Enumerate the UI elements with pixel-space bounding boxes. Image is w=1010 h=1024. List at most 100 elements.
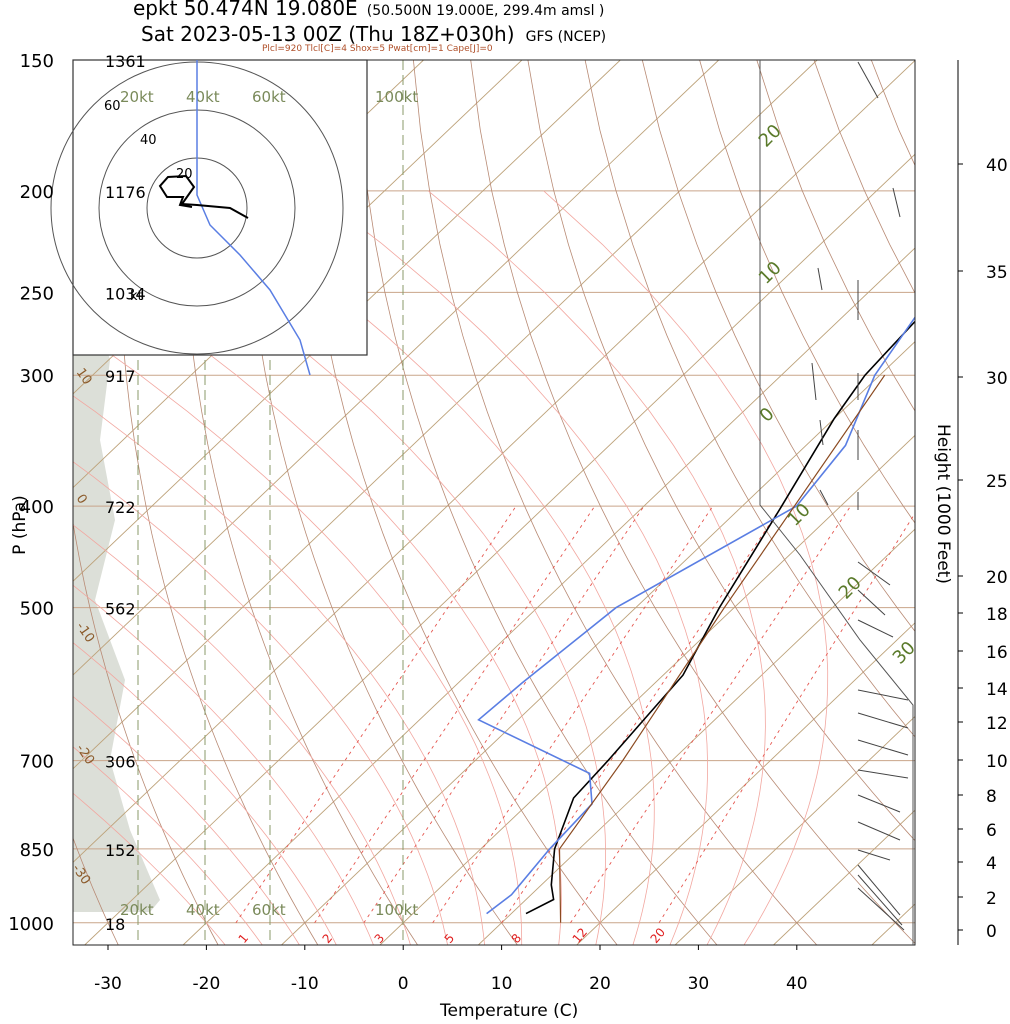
pressure-tick-label: 400	[20, 497, 54, 518]
height-tick-label: 20	[986, 568, 1008, 588]
wind-barb	[819, 419, 824, 446]
moist-adiabat	[73, 327, 523, 945]
mixing-ratio-line	[570, 505, 851, 924]
dry-adiabat	[756, 60, 915, 412]
dry-adiabat	[813, 60, 915, 294]
dry-adiabat	[240, 60, 518, 945]
height-tick-label: 12	[986, 714, 1008, 734]
speed-label-bottom: 60kt	[252, 901, 286, 919]
moist-adiabat	[427, 190, 766, 945]
height-tick-label: 30	[986, 369, 1008, 389]
isotherm-line	[73, 60, 818, 770]
dry-adiabat	[73, 520, 219, 945]
height-tick-label: 25	[986, 472, 1008, 492]
x-axis-label: Temperature (C)	[440, 1001, 579, 1021]
dry-adiabat	[355, 60, 718, 945]
right-boundary	[759, 60, 914, 945]
series-parcel	[558, 374, 886, 923]
dry-adiabat	[470, 60, 915, 945]
mixing-ratio-label: 12	[570, 925, 591, 946]
moist-adiabat	[73, 642, 337, 945]
isotherm-line	[281, 341, 915, 945]
isotherm-line	[379, 434, 915, 945]
pressure-tick-label: 1000	[8, 914, 54, 935]
pressure-tick-label: 850	[20, 840, 54, 861]
isotherm-label: 0	[756, 404, 779, 427]
hodograph-ring-label: 20	[176, 167, 193, 182]
speed-label-top: 40kt	[186, 88, 220, 106]
height-gpm-label: 152	[105, 841, 136, 860]
mixing-ratio-line	[363, 505, 645, 924]
wind-barb	[857, 739, 909, 756]
height-tick-label: 16	[986, 643, 1008, 663]
isotherm-line	[73, 60, 720, 676]
moist-adiabat	[73, 257, 562, 945]
model-name: GFS (NCEP)	[525, 29, 607, 45]
hodograph-ring-label: 60	[104, 99, 121, 114]
height-gpm-label: 1361	[105, 52, 146, 71]
wind-barb	[811, 362, 817, 401]
height-tick-label: 6	[986, 821, 997, 841]
moist-adiabat	[73, 746, 263, 945]
pressure-tick-label: 150	[20, 51, 54, 72]
isotherm-label: 20	[755, 120, 786, 151]
isotherm-label: 20	[835, 572, 866, 603]
pressure-tick-label: 200	[20, 182, 54, 203]
dry-adiabat	[641, 60, 915, 632]
mixing-ratio-label: 2	[320, 931, 336, 946]
station-title: epkt 50.474N 19.080E	[133, 0, 358, 20]
speed-label-bottom: 20kt	[120, 901, 154, 919]
pressure-tick-label: 300	[20, 366, 54, 387]
x-tick-label: 20	[589, 974, 611, 994]
plot-frame	[72, 59, 916, 946]
wind-barb	[857, 821, 901, 841]
y-axis-label: P (hPa)	[10, 495, 30, 555]
wind-barb	[857, 874, 903, 926]
moist-adiabat	[543, 190, 829, 945]
dry-adiabat	[986, 60, 1010, 945]
pressure-tick-label: 500	[20, 599, 54, 620]
height-tick-label: 2	[986, 889, 997, 909]
height-tick-label: 40	[986, 156, 1008, 176]
x-tick-label: -10	[291, 974, 319, 994]
terrain-shading	[73, 60, 160, 912]
height-gpm-label: 562	[105, 600, 136, 619]
wind-barb	[857, 61, 879, 99]
profile-lines	[477, 315, 915, 923]
speed-label-top: 100kt	[375, 88, 418, 106]
height-tick-label: 35	[986, 263, 1008, 283]
dry-adiabat	[180, 60, 418, 945]
height-tick-label: 18	[986, 605, 1008, 625]
dry-adiabat	[413, 60, 818, 945]
x-tick-label: 0	[398, 974, 409, 994]
moist-adiabat	[81, 190, 606, 945]
isotherm-line	[477, 528, 915, 945]
gridpoint-info: (50.500N 19.000E, 299.4m amsl )	[366, 3, 605, 19]
wind-barb	[817, 267, 823, 291]
moist-adiabat	[73, 461, 448, 945]
moist-adiabat	[73, 696, 300, 945]
x-tick-label: 10	[491, 974, 513, 994]
dry-adiabat	[584, 60, 915, 738]
height-gpm-label: 1034	[105, 284, 146, 303]
wind-barb	[857, 887, 905, 931]
wind-barb	[857, 769, 909, 779]
height-gpm-label: 722	[105, 498, 136, 517]
x-tick-label: -30	[94, 974, 122, 994]
wind-barb	[857, 794, 901, 813]
series-temperature	[525, 320, 915, 915]
moist-adiabat	[73, 584, 374, 945]
hodograph-ring-label: 40	[140, 133, 157, 148]
height-axis-label: Height (1000 Feet)	[933, 424, 953, 584]
title-block: epkt 50.474N 19.080E (50.500N 19.000E, 2…	[133, 0, 604, 20]
mixing-ratio-line	[432, 505, 714, 924]
dry-adiabat	[118, 60, 319, 945]
isotherm-line	[73, 60, 915, 864]
dry-adiabat	[527, 60, 915, 842]
height-gpm-label: 18	[105, 915, 125, 934]
axes	[72, 59, 963, 950]
parameters-line: Plcl=920 Tlcl[C]=4 Shox=5 Pwat[cm]=1 Cap…	[262, 44, 493, 54]
run-block: Sat 2023-05-13 00Z (Thu 18Z+030h) GFS (N…	[141, 22, 606, 46]
speed-label-bottom: 40kt	[186, 901, 220, 919]
